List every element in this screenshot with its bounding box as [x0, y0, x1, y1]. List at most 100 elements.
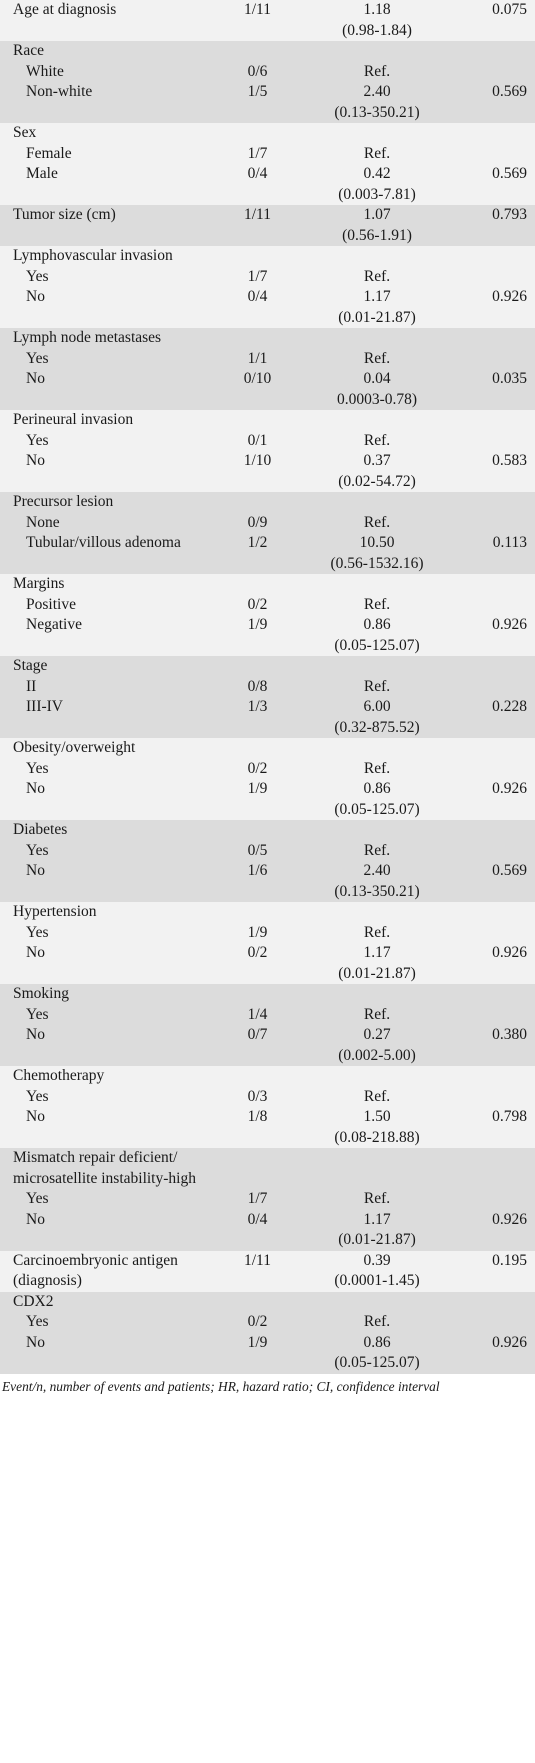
table-cell-events: 1/11: [223, 0, 292, 41]
table-row: Margins Positive Negative 0/2 1/9 Ref. 0.86 (0.…: [0, 574, 535, 656]
table-row: Lymph node metastases Yes No 1/1 0/10 Ref. 0.0…: [0, 328, 535, 410]
hazard-ratio-value: (0.13-350.21): [334, 103, 420, 121]
event-count: [223, 820, 292, 841]
table-cell-events: 0/2 1/9: [223, 1291, 292, 1374]
event-count: 0/4: [247, 288, 268, 305]
table-row: Mismatch repair deficient/microsatellite…: [0, 1148, 535, 1251]
table-row: Stage II III-IV 0/8 1/3 Ref. 6.00 (0.32-875.52)…: [0, 656, 535, 738]
event-count: 1/7: [247, 144, 268, 162]
table-cell-events: 1/11: [223, 1250, 292, 1292]
hazard-ratio-value: (0.003-7.81): [338, 185, 416, 203]
table-cell-p: 0.793: [462, 205, 535, 246]
table-cell-events: 1/4 0/7: [223, 984, 292, 1066]
table-row: Sex Female Male 1/7 0/4 Ref. 0.42 (0.003-7.81) 0…: [0, 123, 535, 205]
p-value: [462, 1087, 527, 1108]
table-row: Diabetes Yes No 0/5 1/6 Ref. 2.40 (0.13-350.21)…: [0, 820, 535, 902]
hazard-ratio-value: Ref.: [363, 841, 391, 859]
p-value: [462, 841, 527, 862]
p-value: 0.926: [492, 780, 527, 797]
hazard-ratio-value: Ref.: [363, 595, 391, 613]
p-value: 0.798: [492, 1108, 527, 1125]
event-count: 1/3: [247, 698, 268, 715]
row-label: No: [26, 288, 45, 305]
table-cell-label: Hypertension Yes No: [0, 902, 223, 984]
p-value: [462, 1148, 527, 1169]
row-label: II: [26, 677, 37, 695]
table-cell-label: Lymph node metastases Yes No: [0, 328, 223, 410]
event-count: 1/6: [247, 862, 268, 879]
row-label: Mismatch repair deficient/: [13, 1149, 178, 1166]
table-cell-hr: Ref. 0.86 (0.05-125.07): [292, 1291, 462, 1374]
row-label: Sex: [13, 124, 37, 141]
hazard-ratio-value: [292, 984, 462, 1005]
hazard-ratio-value: [292, 492, 462, 513]
row-label: Diabetes: [13, 821, 68, 838]
hazard-ratio-value: [292, 246, 462, 267]
row-label: Lymphovascular invasion: [13, 247, 173, 264]
table-cell-label: Sex Female Male: [0, 123, 223, 205]
hazard-ratio-value: 0.0003-0.78): [336, 390, 418, 408]
event-count: [223, 410, 292, 431]
event-count: [223, 1169, 292, 1190]
table-cell-hr: Ref. 2.40 (0.13-350.21): [292, 820, 462, 902]
event-count: 1/5: [247, 83, 268, 100]
event-count: [223, 246, 292, 267]
table-cell-hr: 1.07 (0.56-1.91): [292, 205, 462, 246]
row-label: No: [26, 452, 45, 469]
table-row: Perineural invasion Yes No 0/1 1/10 Ref. 0.37 (…: [0, 410, 535, 492]
hazard-ratio-value: 1.17: [363, 288, 391, 305]
p-value: [462, 1189, 527, 1210]
hazard-ratio-value: [292, 738, 462, 759]
table-cell-p: 0.569: [462, 41, 535, 123]
hazard-ratio-value: 1.07: [363, 206, 391, 223]
row-label: No: [26, 944, 45, 961]
table-cell-events: 1/7 0/4: [223, 1148, 292, 1251]
event-count: 0/2: [247, 1313, 268, 1330]
hazard-ratio-value: Ref.: [363, 1190, 391, 1207]
hazard-ratio-value: [292, 1292, 462, 1313]
table-cell-label: CDX2 Yes No: [0, 1291, 223, 1374]
table-cell-hr: Ref. 1.50 (0.08-218.88): [292, 1066, 462, 1148]
hazard-ratio-value: 0.04: [363, 370, 391, 387]
p-value: [462, 738, 527, 759]
table-row: Race White Non-white 0/6 1/5 Ref. 2.40 (0.13-35…: [0, 41, 535, 123]
table-cell-label: Precursor lesion None Tubular/villous aden…: [0, 492, 223, 574]
event-count: 0/4: [247, 1210, 268, 1228]
table-row: Hypertension Yes No 1/9 0/2 Ref. 1.17 (0.01-21.…: [0, 902, 535, 984]
table-cell-p: 0.569: [462, 820, 535, 902]
row-label: No: [26, 780, 45, 797]
table-cell-label: Diabetes Yes No: [0, 820, 223, 902]
event-count: 0/2: [247, 595, 268, 613]
event-count: [223, 656, 292, 677]
p-value: 0.926: [492, 616, 527, 633]
hazard-ratio-value: Ref.: [363, 62, 391, 80]
row-label: White: [26, 62, 64, 80]
p-value: [462, 923, 527, 944]
hazard-ratio-value: Ref.: [363, 431, 391, 449]
row-label: Male: [26, 165, 58, 182]
table-cell-p: 0.926: [462, 574, 535, 656]
row-label: III-IV: [26, 698, 64, 715]
row-label: No: [26, 1108, 45, 1125]
event-count: 1/4: [247, 1005, 268, 1023]
hazard-ratio-value: [292, 1148, 462, 1169]
table-cell-events: 0/9 1/2: [223, 492, 292, 574]
table-cell-label: Chemotherapy Yes No: [0, 1066, 223, 1148]
hazard-ratio-value: 2.40: [363, 83, 391, 100]
event-count: 1/9: [247, 616, 268, 633]
hazard-ratio-value: Ref.: [363, 759, 391, 777]
table-body: Age at diagnosis 1/11 1.18 (0.98-1.84) 0.075…: [0, 0, 535, 1374]
event-count: 1/9: [247, 780, 268, 797]
table-cell-events: 1/7 0/4: [223, 123, 292, 205]
row-label: Race: [13, 42, 44, 59]
table-cell-p: 0.075: [462, 0, 535, 41]
table-cell-events: 0/1 1/10: [223, 410, 292, 492]
event-count: 0/1: [247, 431, 268, 449]
hazard-ratio-value: 1.17: [363, 944, 391, 961]
row-label: Yes: [26, 349, 49, 367]
hazard-ratio-value: (0.05-125.07): [334, 1354, 420, 1371]
p-value: [462, 595, 527, 616]
hazard-ratio-value: (0.32-875.52): [334, 718, 420, 736]
table-cell-events: 0/5 1/6: [223, 820, 292, 902]
event-count: 0/6: [247, 62, 268, 80]
